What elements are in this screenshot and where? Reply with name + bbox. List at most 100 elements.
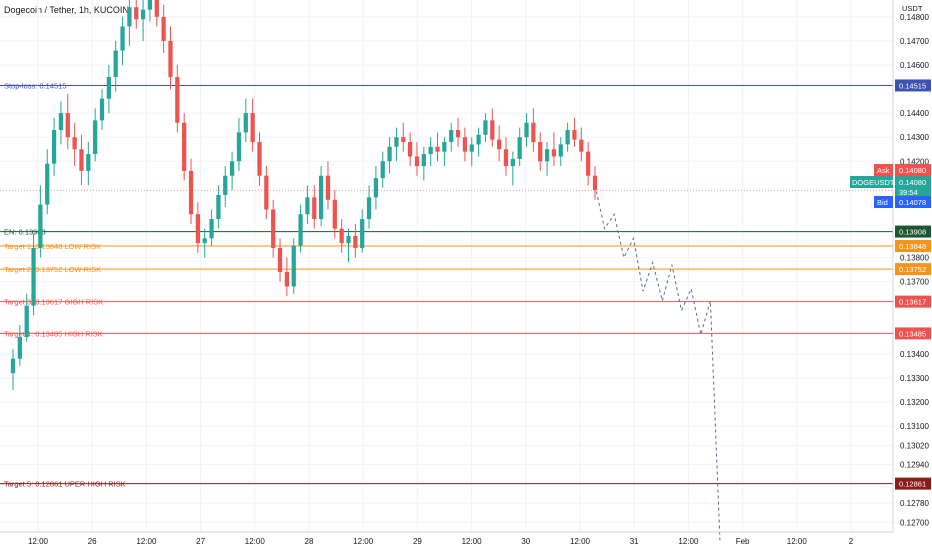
level-price-badge bbox=[895, 477, 931, 490]
candle-body bbox=[51, 129, 57, 164]
y-tick-label: 0.14400 bbox=[900, 109, 929, 118]
candle-body bbox=[106, 77, 111, 99]
x-tick-label: 12:00 bbox=[787, 537, 808, 546]
x-tick-label: 12:00 bbox=[136, 537, 157, 546]
candle-body bbox=[65, 113, 70, 138]
candle-body bbox=[113, 50, 118, 78]
candle-body bbox=[305, 197, 310, 215]
last-price: 0.14080 bbox=[899, 178, 926, 187]
candle-body bbox=[373, 178, 379, 198]
level-price-badge bbox=[895, 327, 931, 340]
level-price-text: 0.14515 bbox=[899, 81, 926, 90]
candle-body bbox=[154, 0, 159, 17]
candle-body bbox=[353, 235, 358, 248]
candle-body bbox=[38, 204, 43, 248]
candle-body bbox=[544, 149, 550, 162]
x-tick-label: 12:00 bbox=[462, 537, 483, 546]
y-tick-label: 0.13300 bbox=[900, 374, 929, 383]
y-tick-label: 0.13020 bbox=[900, 441, 929, 450]
candle-body bbox=[161, 16, 166, 41]
projection-path bbox=[594, 185, 721, 542]
candle-body bbox=[134, 7, 139, 20]
candle-body bbox=[462, 137, 468, 152]
level-price-text: 0.13908 bbox=[899, 228, 926, 237]
candle-body bbox=[236, 132, 242, 162]
candle-body bbox=[592, 175, 598, 191]
level-price-text: 0.13848 bbox=[899, 242, 926, 251]
candle-body bbox=[277, 247, 283, 273]
price-axis: 0.14800 0.14700 0.14600 0.14400 0.14300 0.142… bbox=[900, 13, 929, 528]
ask-label: Ask bbox=[877, 166, 890, 175]
candle-body bbox=[524, 122, 529, 138]
x-tick-label: 30 bbox=[521, 537, 530, 546]
candle-body bbox=[435, 146, 440, 152]
y-tick-label: 0.14600 bbox=[900, 61, 929, 70]
candle-body bbox=[517, 137, 522, 159]
y-tick-label: 0.14800 bbox=[900, 13, 929, 22]
bid-label-badge bbox=[874, 196, 893, 208]
x-tick-label: 12:00 bbox=[245, 537, 266, 546]
countdown: 39:54 bbox=[899, 188, 918, 197]
candle-body bbox=[360, 219, 365, 248]
x-tick-label: 12:00 bbox=[678, 537, 699, 546]
candle-body bbox=[250, 113, 255, 143]
y-tick-label: 0.14300 bbox=[900, 133, 929, 142]
level-price-badge bbox=[895, 240, 931, 253]
y-tick-label: 0.13200 bbox=[900, 398, 929, 407]
candle-body bbox=[298, 214, 303, 246]
candle-body bbox=[510, 158, 515, 167]
candle-body bbox=[243, 113, 248, 133]
candle-body bbox=[182, 122, 187, 171]
candle-body bbox=[216, 194, 221, 220]
candle-body bbox=[572, 129, 577, 140]
level-price-text: 0.13617 bbox=[899, 298, 926, 307]
bid-label: Bid bbox=[877, 198, 888, 207]
level-label: EN: 0.13908 bbox=[4, 228, 46, 237]
level-label: Target 2: 0.13752 LOW RISK bbox=[4, 265, 101, 274]
candle-body bbox=[17, 337, 22, 359]
candle-body bbox=[551, 149, 557, 157]
x-tick-label: 12:00 bbox=[353, 537, 374, 546]
candle-body bbox=[442, 142, 447, 152]
symbol-text: DOGEUSDT bbox=[852, 178, 895, 187]
y-tick-label: 0.13100 bbox=[900, 422, 929, 431]
symbol-badge bbox=[850, 176, 893, 188]
x-tick-label: 31 bbox=[630, 537, 639, 546]
candle-body bbox=[469, 144, 474, 152]
candle-body bbox=[99, 98, 105, 121]
candle-body bbox=[175, 77, 180, 123]
candle-body bbox=[579, 139, 584, 152]
candle-body bbox=[387, 146, 392, 162]
candle-body bbox=[483, 120, 488, 135]
x-tick-label: 29 bbox=[413, 537, 422, 546]
candle-body bbox=[414, 156, 420, 167]
candle-body bbox=[127, 7, 132, 27]
candle-body bbox=[449, 129, 454, 143]
candle-body bbox=[93, 120, 98, 155]
candle-body bbox=[86, 154, 91, 171]
level-price-badge bbox=[895, 263, 931, 276]
time-axis: 12:00 26 12:00 27 12:00 28 12:00 29 12:00 30 12:00… bbox=[28, 537, 854, 546]
candle-body bbox=[421, 154, 426, 167]
price-badges: 0.14515 0.13908 0.13848 0.13752 0.13617 0.134… bbox=[850, 79, 931, 490]
x-tick-label: 27 bbox=[196, 537, 205, 546]
candle-body bbox=[209, 219, 214, 239]
candle-body bbox=[408, 142, 413, 157]
y-tick-label: 0.13700 bbox=[900, 278, 929, 287]
level-price-badge bbox=[895, 225, 931, 238]
y-tick-label: 0.12940 bbox=[900, 461, 929, 470]
level-price-badge bbox=[895, 295, 931, 308]
candle-body bbox=[380, 161, 385, 179]
x-tick-label: 2 bbox=[849, 537, 854, 546]
y-tick-label: 0.13800 bbox=[900, 254, 929, 263]
candle-body bbox=[202, 238, 207, 244]
candle-body bbox=[271, 209, 276, 248]
candle-body bbox=[257, 142, 262, 176]
candles bbox=[10, 0, 598, 390]
price-levels: Stop-loss: 0.14515 EN: 0.13908 Target 1: 0… bbox=[0, 81, 893, 489]
candle-body bbox=[503, 149, 509, 167]
candle-body bbox=[332, 199, 337, 229]
candle-body bbox=[72, 137, 77, 150]
level-label: Target 5: 0.12861 UPER HIGH RISK bbox=[4, 480, 126, 489]
